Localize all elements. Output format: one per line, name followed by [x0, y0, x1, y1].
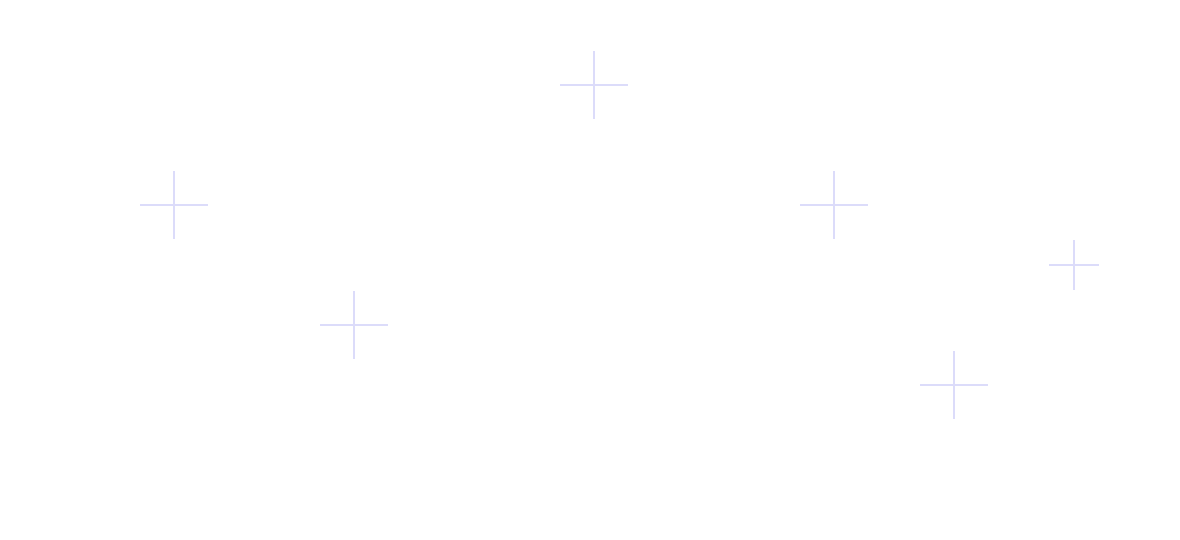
plus-icon [1049, 240, 1099, 290]
plus-icon [800, 171, 868, 239]
plus-icon [920, 351, 988, 419]
plus-icon [140, 171, 208, 239]
plus-icon [560, 51, 628, 119]
plus-icon [320, 291, 388, 359]
